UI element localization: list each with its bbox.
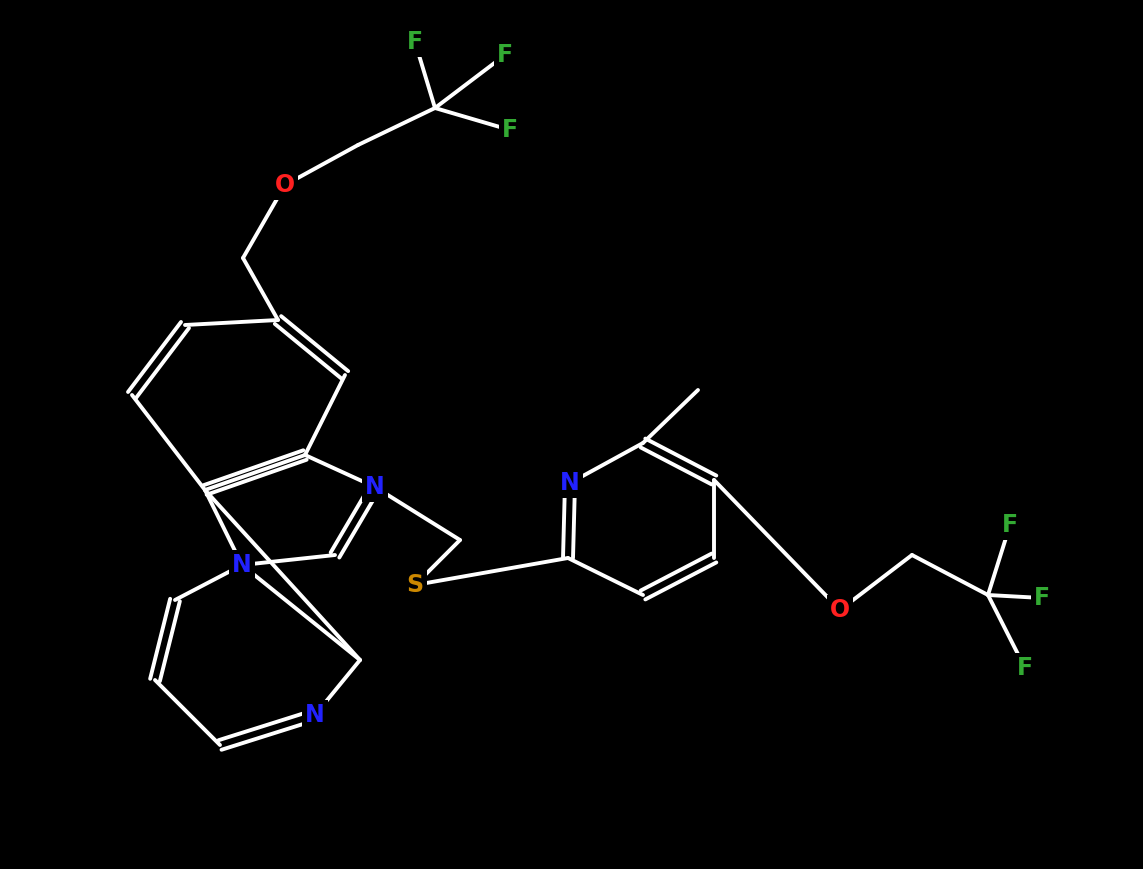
Text: N: N [305, 703, 325, 727]
Text: F: F [1034, 586, 1050, 610]
Text: O: O [275, 173, 295, 197]
Text: F: F [1002, 513, 1018, 537]
Text: N: N [560, 471, 580, 495]
Text: S: S [407, 573, 424, 597]
Text: N: N [365, 475, 385, 499]
Text: F: F [502, 118, 518, 142]
Text: F: F [1017, 656, 1033, 680]
Text: N: N [232, 553, 251, 577]
Text: F: F [497, 43, 513, 67]
Text: O: O [830, 598, 850, 622]
Text: F: F [407, 30, 423, 54]
